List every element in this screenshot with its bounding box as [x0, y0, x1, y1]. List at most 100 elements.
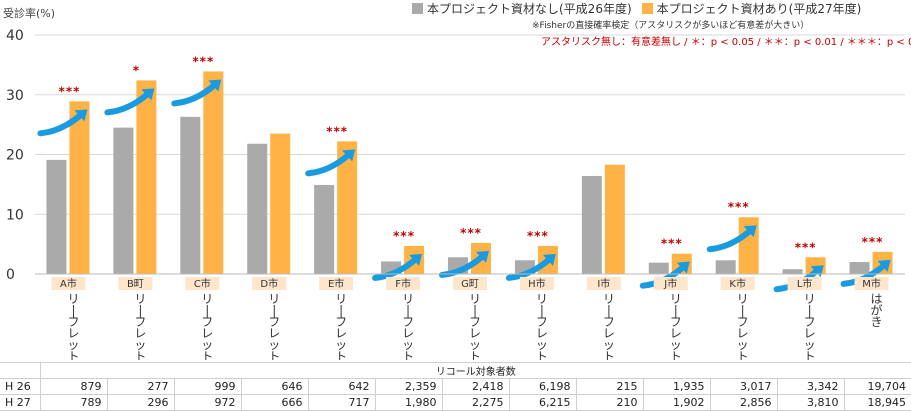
- row-label: H 26: [0, 378, 40, 395]
- significance-mark: ***: [862, 235, 884, 249]
- table-cell: 1,980: [374, 394, 442, 411]
- table-row: H 27 789 296 972 666 717 1,980 2,275 6,2…: [0, 394, 911, 411]
- category-label-box: [586, 277, 621, 290]
- category-label-box: [51, 277, 86, 290]
- significance-mark: ***: [393, 229, 415, 243]
- bar-h26: [180, 116, 201, 274]
- category-label: D市: [260, 277, 278, 290]
- table-cell: 6,198: [508, 378, 576, 395]
- table-cell: 19,704: [843, 378, 911, 395]
- method-label: リ|フレット: [804, 292, 816, 360]
- bar-h27: [337, 141, 358, 274]
- method-label: リ|フレット: [67, 292, 79, 360]
- category-label: J市: [663, 277, 677, 290]
- legend: 本プロジェクト資材なし(平成26年度) 本プロジェクト資材あり(平成27年度): [412, 0, 861, 17]
- table-cell: 972: [173, 394, 241, 411]
- table-cell: 2,418: [441, 378, 509, 395]
- table-cell: 789: [39, 394, 107, 411]
- bar-h26: [314, 184, 335, 274]
- category-label: H市: [528, 277, 546, 290]
- category-label-box: [185, 277, 220, 290]
- table-cell: 3,017: [709, 378, 777, 395]
- bar-h27: [136, 80, 157, 274]
- y-tick-label: 20: [6, 148, 24, 164]
- bar-h26: [247, 143, 268, 274]
- significance-mark: ***: [728, 200, 750, 214]
- note-significance-legend: アスタリスク無し：有意差無し / ＊：p < 0.05 / ＊＊：p < 0.0…: [541, 37, 911, 48]
- bar-h26: [715, 260, 736, 274]
- table-cell: 18,945: [843, 394, 911, 411]
- category-label-box: [319, 277, 354, 290]
- table-cell: 646: [240, 378, 308, 395]
- category-label: F市: [395, 277, 411, 290]
- table-cell: 2,359: [374, 378, 442, 395]
- method-label: リ|フレット: [134, 292, 146, 360]
- category-label-box: [787, 277, 822, 290]
- increase-arrow-icon: [37, 111, 85, 137]
- arrow-head-icon: [743, 225, 757, 238]
- y-tick-label: 10: [6, 207, 24, 223]
- significance-mark: ***: [192, 54, 214, 68]
- table-cell: 1,902: [642, 394, 710, 411]
- row-label: H 27: [0, 394, 40, 411]
- arrow-head-icon: [476, 250, 489, 263]
- table-cell: 3,342: [776, 378, 844, 395]
- y-tick-label: 0: [6, 267, 15, 283]
- category-label: C市: [194, 277, 211, 290]
- increase-arrow-icon: [372, 255, 420, 281]
- bar-h27: [270, 133, 291, 274]
- category-label-box: [252, 277, 287, 290]
- category-label: E市: [328, 277, 344, 290]
- increase-arrow-icon: [706, 227, 754, 253]
- table-cell: 999: [173, 378, 241, 395]
- category-label: K市: [729, 277, 746, 290]
- bar-h27: [604, 164, 625, 274]
- table-cell: 2,275: [441, 394, 509, 411]
- method-label: リ|フレット: [737, 292, 749, 360]
- table-cell: 3,810: [776, 394, 844, 411]
- significance-mark: ***: [59, 84, 81, 98]
- table-cell: 6,215: [508, 394, 576, 411]
- table-cell: 277: [106, 378, 174, 395]
- table-cell: 1,935: [642, 378, 710, 395]
- legend-item-h27: 本プロジェクト資材あり(平成27年度): [641, 0, 861, 17]
- significance-mark: ***: [661, 237, 683, 251]
- bar-h26: [849, 262, 870, 274]
- method-label: リ|フレット: [402, 292, 414, 360]
- arrow-head-icon: [542, 253, 556, 266]
- category-label-box: [118, 277, 153, 290]
- note-test-description: ※Fisherの直接確率検定（アスタリスクが多いほど有意差が大きい）: [532, 21, 810, 31]
- category-label: L市: [797, 277, 813, 290]
- arrow-head-icon: [409, 253, 423, 266]
- significance-mark: ***: [326, 124, 348, 138]
- legend-swatch-h27: [641, 3, 653, 14]
- legend-item-h26: 本プロジェクト資材なし(平成26年度): [412, 0, 632, 17]
- category-label-box: [453, 277, 487, 290]
- table-cell: 296: [106, 394, 174, 411]
- category-label-box: [653, 277, 688, 290]
- significance-mark: *: [133, 63, 140, 77]
- arrow-head-icon: [877, 259, 891, 272]
- category-label-box: [386, 277, 421, 290]
- table-cell: 717: [307, 394, 375, 411]
- arrow-head-icon: [74, 109, 88, 122]
- category-label: G町: [461, 279, 479, 290]
- increase-arrow-icon: [505, 255, 553, 281]
- y-tick-label: 30: [6, 88, 24, 104]
- bar-chart: 0 10 20 30 40 *** A市リ|フレット * B町リ|フレット *** C市リ|フレット…: [6, 28, 905, 360]
- note-box: [528, 16, 904, 46]
- y-axis-label: 受診率(%): [3, 7, 56, 20]
- recall-count-table: リコール対象者数 H 26 879 277 999 646 642 2,359 …: [0, 362, 911, 411]
- table-cell: 2,856: [709, 394, 777, 411]
- category-label-box: [854, 277, 889, 290]
- increase-arrow-icon: [104, 90, 152, 116]
- bar-h26: [46, 159, 67, 274]
- bar-h27: [203, 71, 224, 274]
- significance-mark: ***: [460, 226, 482, 240]
- y-tick-label: 40: [6, 28, 24, 44]
- arrow-head-icon: [676, 261, 690, 274]
- category-label: I市: [597, 277, 610, 290]
- increase-arrow-icon: [171, 81, 219, 107]
- method-label: リ|フレット: [335, 292, 347, 360]
- method-label: リ|フレット: [670, 292, 682, 360]
